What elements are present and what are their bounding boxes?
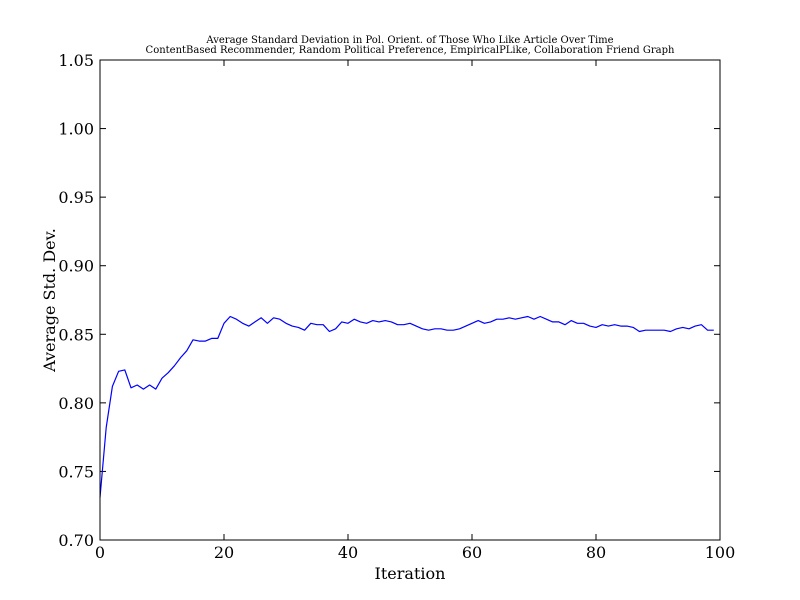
y-tick-label: 1.05 [58,51,94,70]
x-tick-label: 20 [214,543,234,562]
y-tick-label: 0.70 [58,531,94,550]
x-tick-label: 0 [95,543,105,562]
y-axis-label: Average Std. Dev. [40,228,59,373]
series-line [99,315,714,498]
y-tick-label: 0.90 [58,257,94,276]
x-tick-label: 100 [705,543,736,562]
x-tick-label: 60 [462,543,482,562]
x-tick-label: 80 [586,543,606,562]
y-tick-label: 0.80 [58,394,94,413]
y-tick-label: 0.75 [58,462,94,481]
chart-subtitle: ContentBased Recommender, Random Politic… [146,45,675,56]
axis-ticks [99,59,721,541]
y-tick-label: 1.00 [58,120,94,139]
chart-title: Average Standard Deviation in Pol. Orien… [205,35,613,46]
plot-frame [99,59,721,541]
x-axis-label: Iteration [375,564,446,583]
y-tick-label: 0.85 [58,325,94,344]
tick-labels: 0 20 40 60 80 100 0.70 0.75 0.80 0.85 0.90 0.95 1.00… [58,51,735,562]
x-tick-label: 40 [338,543,358,562]
y-tick-label: 0.95 [58,188,94,207]
